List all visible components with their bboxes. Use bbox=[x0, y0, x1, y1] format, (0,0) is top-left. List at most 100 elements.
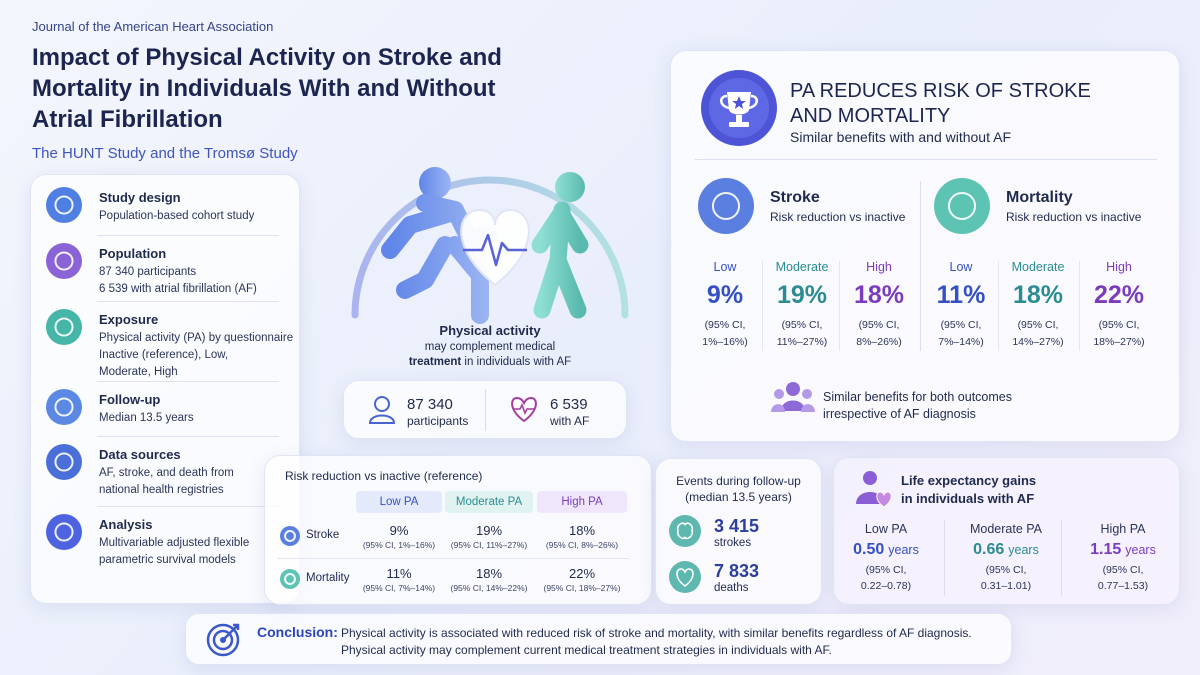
life-title-line: in individuals with AF bbox=[901, 491, 1035, 506]
trophy-icon bbox=[701, 70, 777, 146]
divider bbox=[1061, 520, 1062, 596]
divider bbox=[277, 558, 629, 559]
caption-title: Physical activity bbox=[439, 323, 541, 338]
level-ci: (95% CI, bbox=[1017, 319, 1059, 331]
heart-icon bbox=[511, 396, 537, 423]
level-ci: 7%–14%) bbox=[938, 336, 984, 348]
level-ci: (95% CI, bbox=[858, 319, 900, 331]
conclusion-bar: Conclusion: Physical activity is associa… bbox=[185, 613, 1012, 665]
life-unit: years bbox=[1125, 543, 1156, 557]
life-ci: 0.31–1.01) bbox=[980, 580, 1032, 592]
level-value: 18% bbox=[1012, 281, 1064, 309]
life-unit: years bbox=[888, 543, 919, 557]
cell-ci: (95% CI, 11%–27%) bbox=[450, 540, 528, 550]
info-icon bbox=[46, 444, 82, 480]
summary-subtitle: Similar benefits with and without AF bbox=[790, 129, 1011, 145]
note-line: irrespective of AF diagnosis bbox=[823, 407, 976, 421]
subtitle: The HUNT Study and the Tromsø Study bbox=[32, 145, 298, 162]
row-icon bbox=[280, 526, 300, 546]
info-line: Moderate, High bbox=[99, 366, 178, 378]
level-label: High bbox=[1106, 260, 1132, 274]
level-ci: 8%–26%) bbox=[856, 336, 902, 348]
divider bbox=[97, 506, 279, 507]
level-value: 9% bbox=[706, 281, 744, 309]
event-label: deaths bbox=[714, 582, 749, 594]
info-line: 87 340 participants bbox=[99, 266, 197, 278]
cell-value: 11% bbox=[386, 566, 412, 581]
summary-card: PA REDUCES RISK OF STROKE AND MORTALITY … bbox=[670, 50, 1180, 442]
divider bbox=[97, 301, 279, 302]
stat-label: with AF bbox=[550, 414, 590, 428]
info-line: Population-based cohort study bbox=[99, 210, 255, 222]
divider bbox=[839, 261, 840, 351]
divider bbox=[1079, 261, 1080, 351]
divider bbox=[920, 181, 921, 351]
info-line: parametric survival models bbox=[99, 554, 236, 566]
info-icon bbox=[46, 514, 82, 550]
title-line: Atrial Fibrillation bbox=[32, 106, 223, 133]
person-icon bbox=[368, 396, 396, 424]
level-label: Low bbox=[949, 260, 973, 274]
life-expectancy-card: Life expectancy gains in individuals wit… bbox=[833, 457, 1180, 605]
brain-icon bbox=[669, 515, 701, 547]
stat-label: participants bbox=[407, 414, 469, 428]
table-title: Risk reduction vs inactive (reference) bbox=[285, 469, 483, 483]
info-line: AF, stroke, and death from bbox=[99, 467, 234, 479]
target-icon bbox=[206, 623, 240, 657]
summary-note: Similar benefits for both outcomes irres… bbox=[823, 389, 1012, 423]
life-ci: 0.22–0.78) bbox=[860, 580, 912, 592]
level-value: 18% bbox=[853, 281, 905, 309]
stats-card: 87 340 participants 6 539 with AF bbox=[343, 380, 627, 439]
info-heading: Follow-up bbox=[99, 392, 161, 407]
conclusion-text: Physical activity is associated with red… bbox=[341, 625, 972, 659]
divider bbox=[97, 235, 279, 236]
cell-value: 9% bbox=[389, 523, 409, 538]
life-label: High PA bbox=[1100, 522, 1146, 536]
level-value: 19% bbox=[776, 281, 828, 309]
stat-value: 87 340 bbox=[407, 396, 453, 413]
level-ci: 11%–27%) bbox=[776, 336, 828, 348]
life-ci: (95% CI, bbox=[865, 564, 907, 576]
summary-title-line: PA REDUCES RISK OF STROKE bbox=[790, 80, 1091, 102]
summary-title: PA REDUCES RISK OF STROKE AND MORTALITY bbox=[790, 79, 1091, 129]
life-label: Moderate PA bbox=[969, 522, 1043, 536]
divider bbox=[485, 389, 486, 431]
life-title-line: Life expectancy gains bbox=[901, 473, 1037, 488]
life-value-row: 1.15 years bbox=[1063, 541, 1183, 559]
level-value: 11% bbox=[936, 281, 986, 309]
life-ci: (95% CI, bbox=[985, 564, 1027, 576]
title-line: Mortality in Individuals With and Withou… bbox=[32, 75, 496, 102]
column-header: Low PA bbox=[356, 491, 442, 513]
life-ci: 0.77–1.53) bbox=[1097, 580, 1149, 592]
column-header: Moderate PA bbox=[445, 491, 533, 513]
cell-ci: (95% CI, 1%–16%) bbox=[362, 540, 436, 550]
level-ci: (95% CI, bbox=[704, 319, 746, 331]
life-value: 1.15 bbox=[1090, 541, 1122, 558]
row-label: Mortality bbox=[306, 572, 350, 584]
info-heading: Exposure bbox=[99, 312, 159, 327]
outcome-icon bbox=[698, 178, 754, 234]
cell-value: 22% bbox=[568, 566, 596, 581]
caption-end: in individuals with AF bbox=[464, 356, 572, 368]
outcome-description: Risk reduction vs inactive bbox=[1006, 210, 1142, 224]
outcome-description: Risk reduction vs inactive bbox=[770, 210, 906, 224]
journal: Journal of the American Heart Associatio… bbox=[32, 19, 274, 34]
column-header: High PA bbox=[537, 491, 627, 513]
cell-ci: (95% CI, 7%–14%) bbox=[362, 583, 436, 593]
conclusion-line: Physical activity may complement current… bbox=[341, 643, 832, 657]
stat-value: 6 539 bbox=[550, 396, 588, 413]
risk-table-card: Risk reduction vs inactive (reference) L… bbox=[264, 455, 652, 605]
divider bbox=[695, 159, 1157, 160]
caption-emphasis: treatment bbox=[408, 356, 462, 368]
event-label: strokes bbox=[714, 537, 752, 549]
study-info-card: Study design Population-based cohort stud… bbox=[30, 174, 300, 604]
life-ci: (95% CI, bbox=[1102, 564, 1144, 576]
cell-ci: (95% CI, 18%–27%) bbox=[543, 583, 621, 593]
outcome-name: Mortality bbox=[1006, 189, 1073, 206]
info-icon bbox=[46, 187, 82, 223]
level-ci: (95% CI, bbox=[781, 319, 823, 331]
events-title: Events during follow-up (median 13.5 yea… bbox=[656, 473, 821, 505]
info-line: Inactive (reference), Low, bbox=[99, 349, 229, 361]
life-value-row: 0.66 years bbox=[946, 541, 1066, 559]
